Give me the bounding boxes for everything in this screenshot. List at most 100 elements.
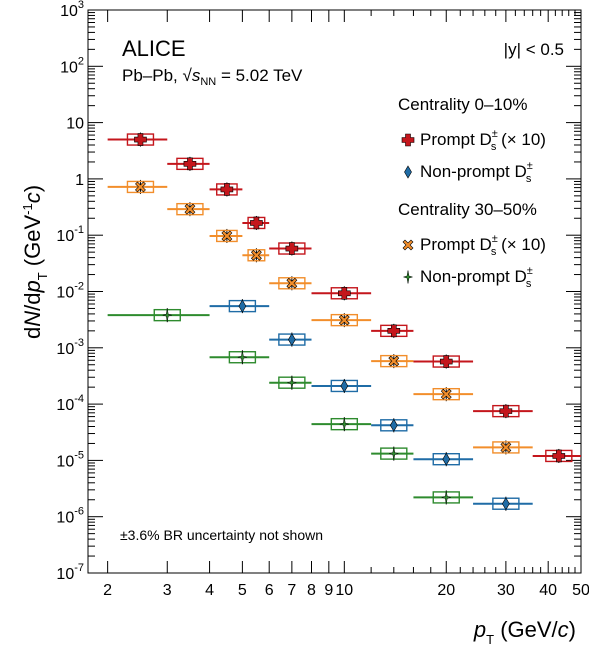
- data-marker: [238, 299, 247, 313]
- y-tick-label: 10: [66, 116, 84, 133]
- data-point: [269, 276, 312, 291]
- data-point: [209, 182, 243, 197]
- collision-system: Pb–Pb, √sNN = 5.02 TeV: [122, 66, 303, 88]
- legend-label: Non-prompt D± s: [420, 265, 533, 290]
- data-point: [269, 375, 312, 390]
- x-tick-label: 50: [572, 582, 589, 599]
- legend-marker: [402, 270, 414, 284]
- syst-error-box: [380, 354, 408, 368]
- br-note: ±3.6% BR uncertainty not shown: [120, 527, 323, 543]
- chart-title: ALICE: [122, 36, 186, 61]
- data-point: [473, 404, 533, 419]
- data-marker: [135, 181, 146, 193]
- legend-marker: [404, 165, 412, 179]
- data-point: [311, 286, 372, 301]
- data-point: [167, 202, 210, 217]
- y-tick-label: 1: [75, 172, 84, 189]
- data-point: [107, 179, 168, 194]
- data-marker: [340, 379, 349, 393]
- x-tick-label: 6: [265, 582, 274, 599]
- data-point: [473, 496, 533, 511]
- data-marker: [388, 447, 400, 461]
- data-marker: [250, 249, 262, 261]
- legend-label: Prompt D± s (× 10): [420, 233, 546, 258]
- data-point: [242, 215, 270, 230]
- data-point: [371, 323, 414, 338]
- data-marker: [440, 388, 452, 400]
- y-tick-label: 10-5: [56, 449, 84, 470]
- x-tick-label: 30: [497, 582, 515, 599]
- syst-error-box: [492, 441, 520, 454]
- data-point: [413, 490, 474, 505]
- syst-error-box: [330, 313, 359, 327]
- data-marker: [161, 308, 173, 322]
- legend-heading: Centrality 30–50%: [398, 200, 537, 219]
- syst-error-box: [216, 229, 238, 243]
- data-marker: [442, 452, 451, 466]
- data-marker: [388, 355, 400, 367]
- x-tick-label: 5: [238, 582, 247, 599]
- data-point: [311, 417, 372, 432]
- y-tick-label: 10-2: [56, 281, 84, 302]
- y-tick-label: 10-1: [56, 224, 84, 245]
- x-tick-label: 9: [324, 582, 333, 599]
- data-marker: [250, 216, 263, 230]
- data-marker: [286, 376, 298, 390]
- syst-error-box: [247, 249, 266, 262]
- legend-heading: Centrality 0–10%: [398, 95, 527, 114]
- data-point: [413, 387, 474, 402]
- data-point: [269, 241, 312, 256]
- data-marker: [286, 277, 298, 289]
- data-marker: [552, 449, 566, 463]
- data-marker: [389, 418, 398, 432]
- data-marker: [502, 497, 510, 511]
- data-layer: [107, 132, 581, 511]
- y-tick-label: 10-7: [56, 562, 84, 583]
- syst-error-box: [126, 180, 155, 194]
- x-tick-label: 4: [205, 582, 214, 599]
- y-tick-label: 10-6: [56, 506, 84, 527]
- x-tick-label: 8: [307, 582, 316, 599]
- data-point: [242, 248, 270, 263]
- data-point: [209, 350, 270, 365]
- data-marker: [439, 355, 453, 368]
- x-tick-label: 40: [539, 582, 557, 599]
- data-point: [413, 452, 474, 467]
- data-marker: [288, 332, 296, 347]
- x-tick-label: 2: [103, 582, 112, 599]
- series-1: [107, 132, 581, 463]
- data-point: [473, 440, 533, 455]
- legend-marker: [401, 133, 415, 147]
- data-marker: [220, 183, 234, 196]
- legend-marker: [402, 239, 414, 251]
- y-tick-label: 103: [60, 0, 84, 20]
- data-point: [371, 446, 414, 461]
- data-marker: [338, 314, 350, 326]
- x-tick-label: 3: [163, 582, 172, 599]
- data-marker: [221, 230, 233, 242]
- y-tick-label: 102: [60, 55, 84, 76]
- x-tick-label: 20: [437, 582, 455, 599]
- rapidity-label: |y| < 0.5: [504, 40, 564, 59]
- syst-error-box: [278, 277, 306, 290]
- data-point: [413, 354, 474, 369]
- series-2: [209, 299, 533, 511]
- y-tick-label: 10-4: [56, 393, 84, 414]
- data-marker: [183, 157, 197, 171]
- data-point: [311, 378, 372, 393]
- data-marker: [285, 242, 299, 255]
- y-tick-label: 10-3: [56, 337, 84, 358]
- data-marker: [236, 350, 248, 364]
- syst-error-box: [176, 202, 204, 216]
- data-point: [269, 332, 312, 347]
- series-4: [107, 308, 474, 505]
- series-3: [107, 179, 533, 455]
- data-point: [107, 308, 210, 323]
- syst-error-box: [432, 387, 460, 401]
- data-marker: [338, 286, 351, 300]
- data-point: [371, 418, 414, 433]
- data-marker: [440, 490, 452, 504]
- legend: Centrality 0–10% Prompt D± s (× 10) Non-pro…: [398, 95, 546, 290]
- data-point: [371, 354, 414, 369]
